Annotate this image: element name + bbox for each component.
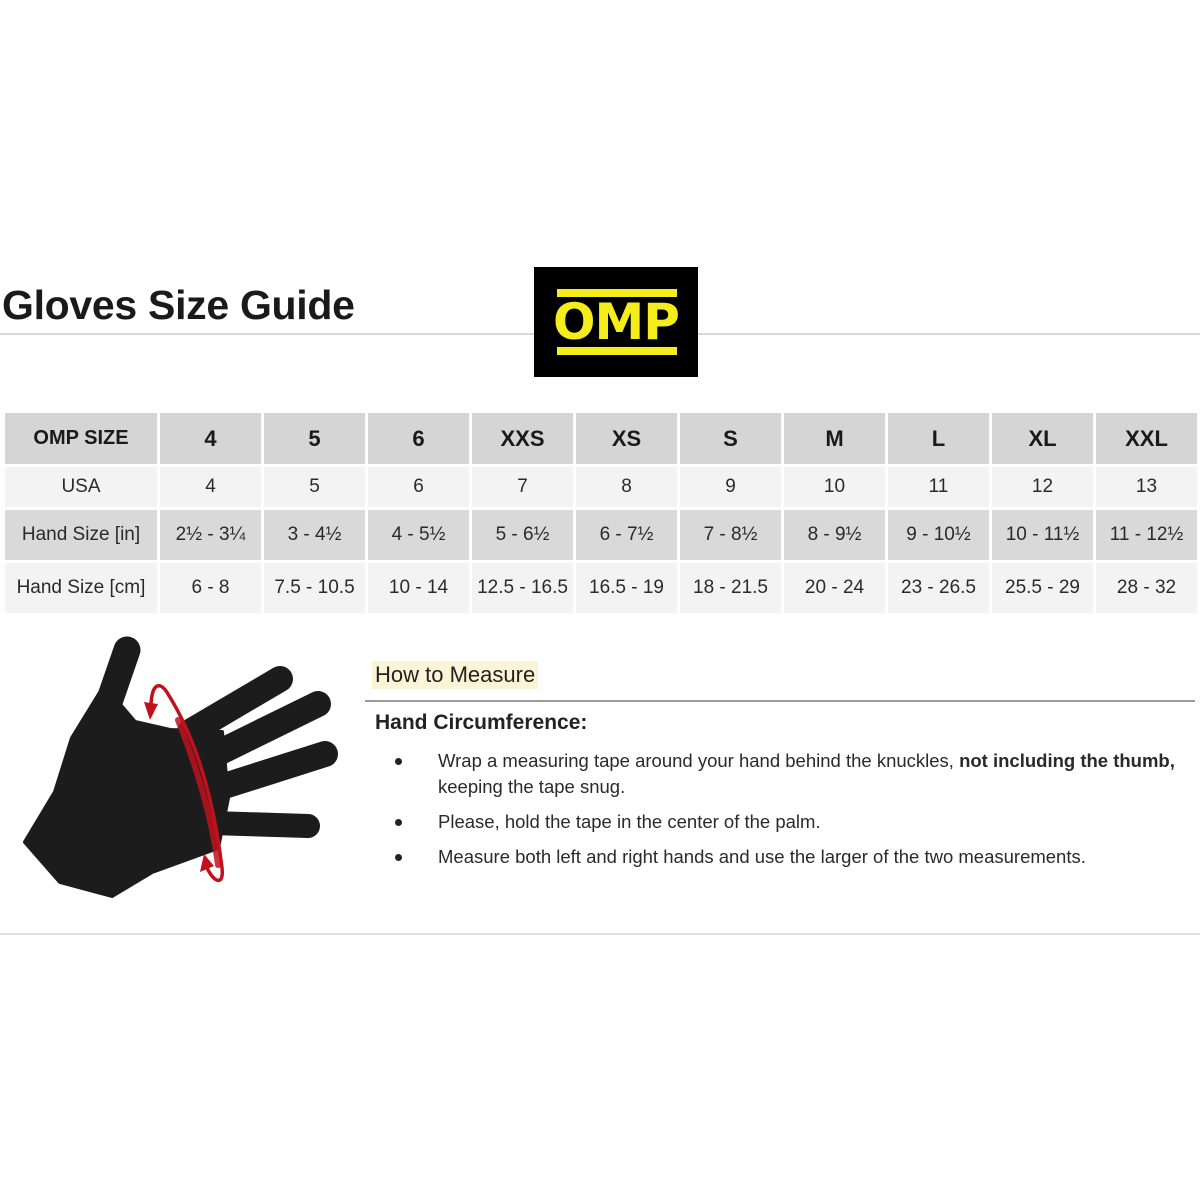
table-cell: 7.5 - 10.5 — [264, 563, 365, 613]
table-cell: 4 - 5½ — [368, 510, 469, 560]
title-divider-right — [698, 333, 1200, 335]
table-cell: 16.5 - 19 — [576, 563, 677, 613]
table-cell: 10 — [784, 467, 885, 507]
hand-circumference-heading: Hand Circumference: — [375, 711, 588, 734]
table-row: Hand Size [in] 2½ - 3¼ 3 - 4½ 4 - 5½ 5 - 6½ 6… — [5, 510, 1197, 560]
table-cell: 7 - 8½ — [680, 510, 781, 560]
table-cell: 20 - 24 — [784, 563, 885, 613]
size-header-cell: XL — [992, 413, 1093, 464]
table-row: OMP SIZE 4 5 6 XXS XS S M L XL XXL — [5, 413, 1197, 464]
table-cell: 18 - 21.5 — [680, 563, 781, 613]
logo-bar-bottom — [557, 347, 677, 355]
list-item: Wrap a measuring tape around your hand b… — [392, 748, 1192, 800]
size-table: OMP SIZE 4 5 6 XXS XS S M L XL XXL USA 4 5 6 7 8 9 10 11 12 1… — [2, 410, 1200, 616]
table-cell: 28 - 32 — [1096, 563, 1197, 613]
size-header-cell: XS — [576, 413, 677, 464]
list-item: Please, hold the tape in the center of t… — [392, 809, 1192, 835]
table-cell: 25.5 - 29 — [992, 563, 1093, 613]
table-row: USA 4 5 6 7 8 9 10 11 12 13 — [5, 467, 1197, 507]
measure-instructions: Wrap a measuring tape around your hand b… — [392, 748, 1192, 879]
size-header-cell: 5 — [264, 413, 365, 464]
table-cell: 10 - 14 — [368, 563, 469, 613]
title-divider-left — [0, 333, 534, 335]
arrowhead-bottom-icon — [200, 854, 214, 872]
size-header-cell: S — [680, 413, 781, 464]
size-header-cell: L — [888, 413, 989, 464]
size-header-cell: M — [784, 413, 885, 464]
table-row: Hand Size [cm] 6 - 8 7.5 - 10.5 10 - 14 12.5… — [5, 563, 1197, 613]
hand-measure-illustration — [23, 636, 338, 898]
size-header-cell: 6 — [368, 413, 469, 464]
row-label: Hand Size [in] — [5, 510, 157, 560]
table-cell: 7 — [472, 467, 573, 507]
table-cell: 23 - 26.5 — [888, 563, 989, 613]
row-label: OMP SIZE — [5, 413, 157, 464]
table-cell: 12.5 - 16.5 — [472, 563, 573, 613]
table-cell: 9 - 10½ — [888, 510, 989, 560]
how-to-measure-heading: How to Measure — [372, 661, 539, 689]
instruction-text-before: Measure both left and right hands and us… — [438, 846, 1086, 867]
table-cell: 6 - 7½ — [576, 510, 677, 560]
table-cell: 3 - 4½ — [264, 510, 365, 560]
size-header-cell: 4 — [160, 413, 261, 464]
bullet-icon — [395, 819, 402, 826]
logo-bar-top — [557, 289, 677, 297]
list-item: Measure both left and right hands and us… — [392, 844, 1192, 870]
measure-divider — [365, 700, 1195, 702]
row-label: Hand Size [cm] — [5, 563, 157, 613]
table-cell: 13 — [1096, 467, 1197, 507]
table-cell: 8 - 9½ — [784, 510, 885, 560]
table-cell: 9 — [680, 467, 781, 507]
instruction-text-after: keeping the tape snug. — [438, 776, 626, 797]
table-cell: 4 — [160, 467, 261, 507]
bottom-divider — [0, 933, 1200, 935]
table-cell: 2½ - 3¼ — [160, 510, 261, 560]
hand-icon — [23, 636, 338, 898]
bullet-icon — [395, 854, 402, 861]
table-cell: 5 - 6½ — [472, 510, 573, 560]
arrowhead-top-icon — [144, 702, 158, 720]
table-cell: 11 — [888, 467, 989, 507]
size-header-cell: XXS — [472, 413, 573, 464]
table-cell: 12 — [992, 467, 1093, 507]
table-cell: 10 - 11½ — [992, 510, 1093, 560]
table-cell: 6 - 8 — [160, 563, 261, 613]
table-cell: 11 - 12½ — [1096, 510, 1197, 560]
instruction-text-bold: not including the thumb, — [959, 750, 1175, 771]
instruction-text-before: Wrap a measuring tape around your hand b… — [438, 750, 960, 771]
table-cell: 5 — [264, 467, 365, 507]
page-title: Gloves Size Guide — [2, 282, 355, 328]
table-cell: 6 — [368, 467, 469, 507]
size-header-cell: XXL — [1096, 413, 1197, 464]
table-cell: 8 — [576, 467, 677, 507]
row-label: USA — [5, 467, 157, 507]
tape-arrow-icon — [149, 683, 225, 883]
omp-logo: OMP — [534, 267, 698, 377]
bullet-icon — [395, 758, 402, 765]
instruction-text-before: Please, hold the tape in the center of t… — [438, 811, 821, 832]
logo-text: OMP — [553, 293, 680, 351]
